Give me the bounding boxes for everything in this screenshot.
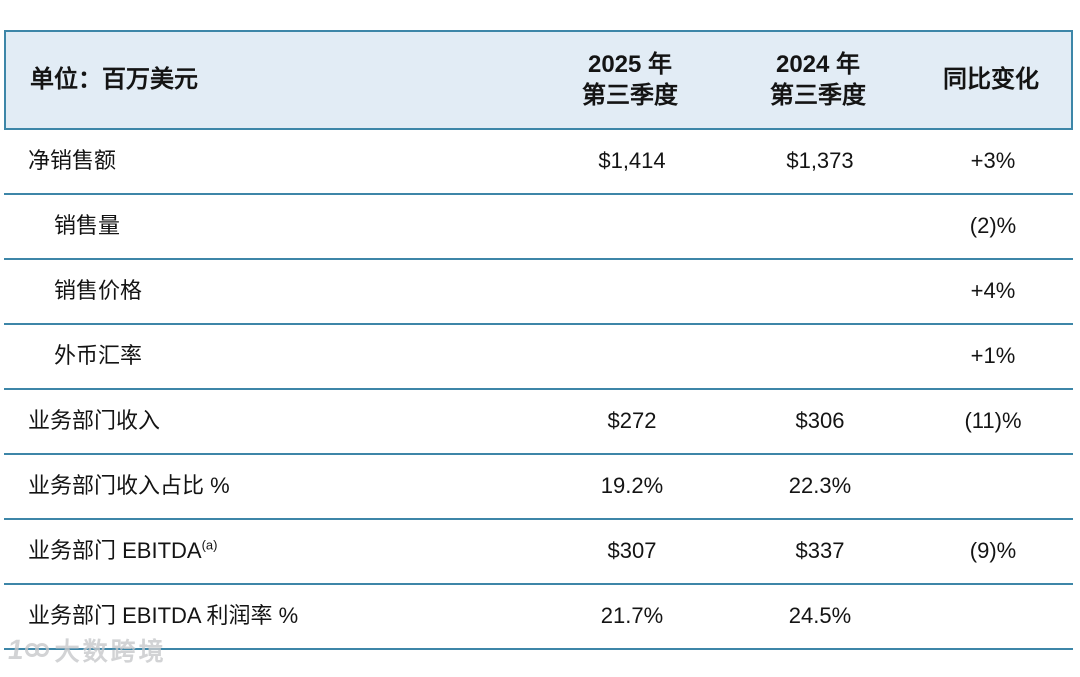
table-body: 净销售额 $1,414 $1,373 +3% 销售量 (2)% 销售价格 +4%… (4, 130, 1073, 650)
value-2025-q3: $1,414 (598, 148, 666, 174)
financial-results-table: 单位：百万美元 2025 年 第三季度 2024 年 第三季度 同比变化 净销售… (4, 30, 1073, 650)
row-label-text: 净销售额 (28, 148, 117, 174)
value-2025-q3: $272 (607, 408, 657, 434)
row-label: 净销售额 (4, 147, 537, 176)
row-label: 外币汇率 (4, 342, 537, 371)
row-label: 业务部门 EBITDA(a) (4, 537, 537, 566)
value-2024-q3: 24.5% (788, 603, 852, 629)
value-yoy-change: +4% (970, 278, 1016, 304)
value-yoy-change: (9)% (969, 538, 1017, 564)
table-row: 销售价格 +4% (4, 260, 1073, 325)
table-row: 销售量 (2)% (4, 195, 1073, 260)
col-header-2024-q3: 2024 年 第三季度 (770, 50, 866, 109)
value-2024-q3: $306 (795, 408, 845, 434)
value-2024-q3: $337 (795, 538, 845, 564)
row-label-text: 业务部门 EBITDA 利润率 % (28, 603, 299, 629)
value-2025-q3: $307 (607, 538, 657, 564)
table-row: 外币汇率 +1% (4, 325, 1073, 390)
row-label: 销售量 (4, 212, 537, 241)
row-label-text: 外币汇率 (54, 343, 143, 369)
value-2025-q3: 21.7% (600, 603, 664, 629)
table-row: 净销售额 $1,414 $1,373 +3% (4, 130, 1073, 195)
row-label-text: 销售量 (54, 213, 121, 239)
col-header-yoy-change: 同比变化 (943, 66, 1039, 94)
row-label: 销售价格 (4, 277, 537, 306)
row-label-text: 业务部门收入占比 % (28, 473, 230, 499)
value-yoy-change: +3% (970, 148, 1016, 174)
row-label: 业务部门收入占比 % (4, 472, 537, 501)
table-header-row: 单位：百万美元 2025 年 第三季度 2024 年 第三季度 同比变化 (4, 30, 1073, 130)
value-2024-q3: $1,373 (786, 148, 854, 174)
table-row: 业务部门 EBITDA(a) $307 $337 (9)% (4, 520, 1073, 585)
row-label-text: 业务部门收入 (28, 408, 161, 434)
value-yoy-change: (2)% (969, 213, 1017, 239)
value-2025-q3: 19.2% (600, 473, 664, 499)
value-yoy-change: (11)% (964, 408, 1022, 434)
row-label-text: 业务部门 EBITDA (28, 538, 202, 564)
value-yoy-change: +1% (970, 343, 1016, 369)
table-row: 业务部门 EBITDA 利润率 % 21.7% 24.5% (4, 585, 1073, 650)
col-header-2025-q3: 2025 年 第三季度 (582, 50, 678, 109)
unit-label: 单位：百万美元 (30, 66, 198, 94)
row-label: 业务部门 EBITDA 利润率 % (4, 602, 537, 631)
row-label-text: 销售价格 (54, 278, 143, 304)
value-2024-q3: 22.3% (788, 473, 852, 499)
table-row: 业务部门收入 $272 $306 (11)% (4, 390, 1073, 455)
row-label: 业务部门收入 (4, 407, 537, 436)
table-row: 业务部门收入占比 % 19.2% 22.3% (4, 455, 1073, 520)
row-label-superscript: (a) (201, 537, 218, 553)
